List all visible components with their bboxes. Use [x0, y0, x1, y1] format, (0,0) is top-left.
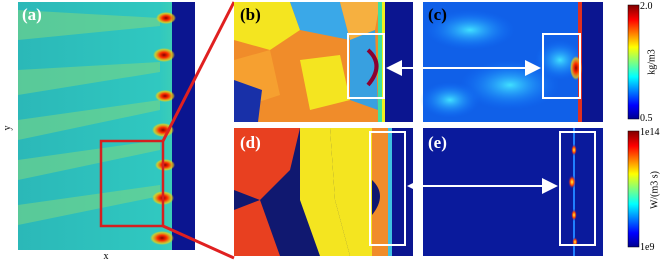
panel-label: (b) [240, 5, 261, 24]
colorbar-max: 1e14 [640, 127, 659, 138]
colorbar-min: 1e9 [640, 242, 654, 253]
colorbar-unit: W/(m3 s) [649, 171, 660, 209]
panel-label: (c) [428, 5, 447, 24]
panel-c: (c) [420, 2, 603, 122]
colorbar-min: 0.5 [640, 113, 653, 124]
colorbar-unit: kg/m3 [646, 49, 657, 75]
panel-d: (d) [234, 128, 413, 256]
panel-a: (a) x y [2, 1, 236, 262]
panel-label: (a) [22, 5, 42, 24]
panel-label: (d) [240, 133, 261, 152]
colorbar-max: 2.0 [640, 1, 653, 12]
panel-label: (e) [428, 133, 447, 152]
panel-e: (e) [423, 128, 603, 256]
y-axis-label: y [2, 126, 13, 131]
x-axis-label: x [104, 251, 109, 262]
panel-b: (b) [234, 2, 413, 122]
colorbar: 2.0 0.5 kg/m3 [627, 1, 657, 124]
colorbar: 1e14 1e9 W/(m3 s) [627, 127, 660, 253]
